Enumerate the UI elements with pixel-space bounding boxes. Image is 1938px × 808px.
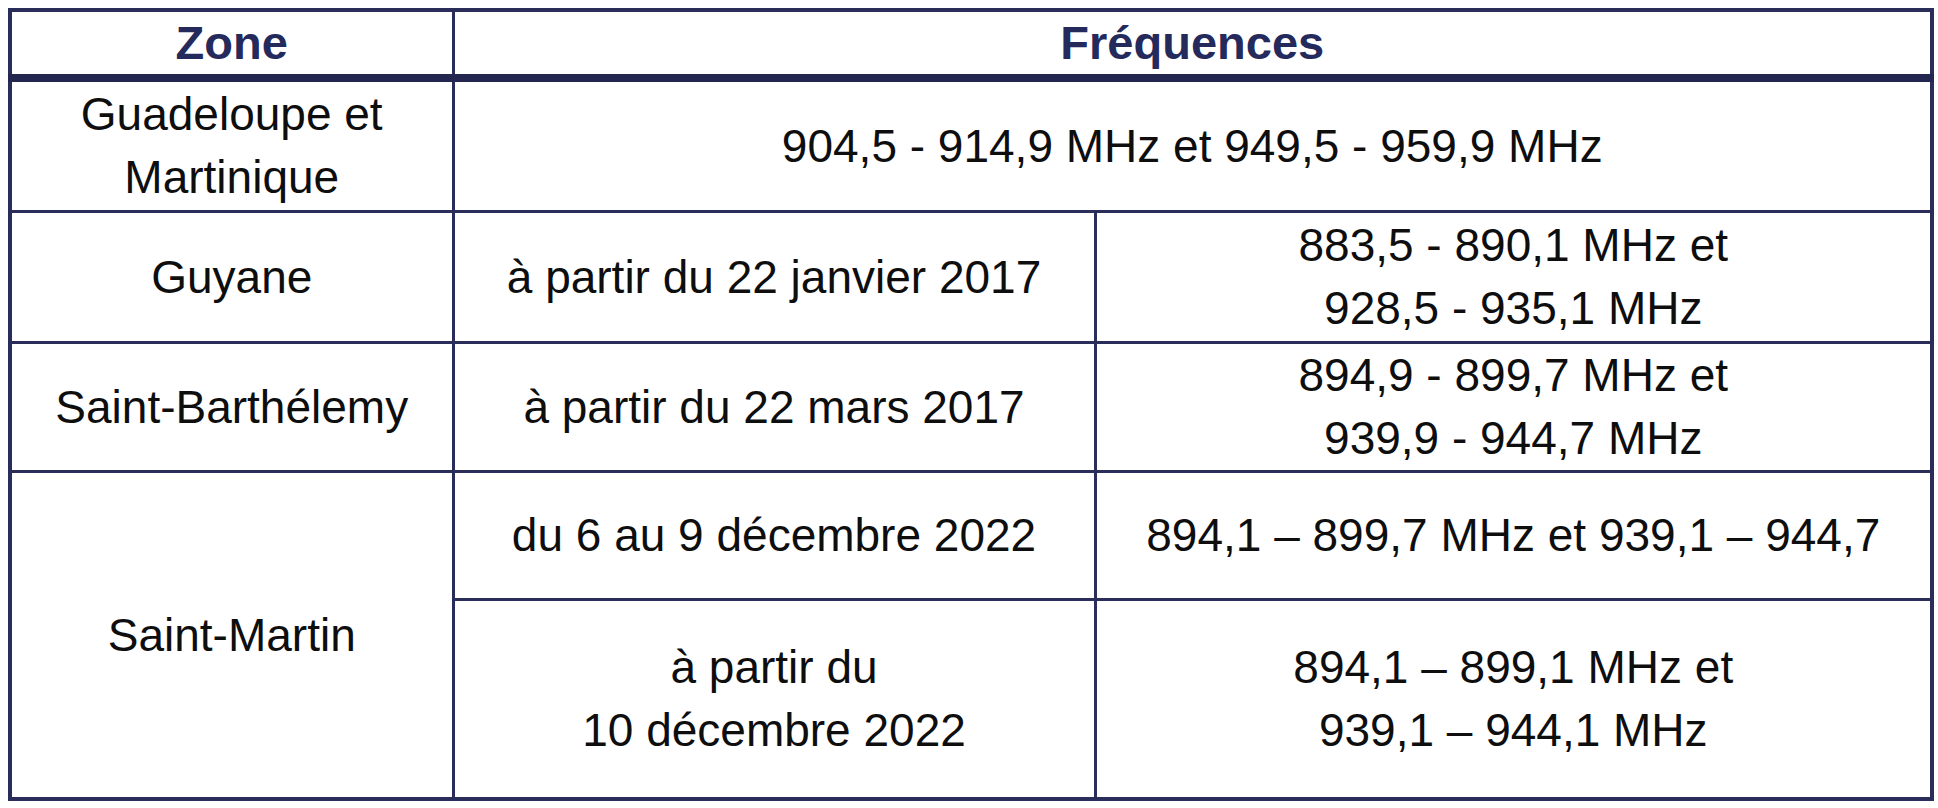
table-row-saint-martin-period-1: Saint-Martin du 6 au 9 décembre 2022 894… bbox=[10, 472, 1932, 600]
zone-cell-saint-martin: Saint-Martin bbox=[10, 472, 453, 800]
zone-cell-saint-barthelemy: Saint-Barthélemy bbox=[10, 343, 453, 472]
period-cell-guyane: à partir du 22 janvier 2017 bbox=[453, 212, 1095, 343]
table-row-saint-barthelemy: Saint-Barthélemy à partir du 22 mars 201… bbox=[10, 343, 1932, 472]
table-row-guadeloupe-martinique: Guadeloupe et Martinique 904,5 - 914,9 M… bbox=[10, 78, 1932, 212]
table-header-row: Zone Fréquences bbox=[10, 10, 1932, 78]
frequency-zones-table: Zone Fréquences Guadeloupe et Martinique… bbox=[8, 8, 1934, 801]
document-page: Zone Fréquences Guadeloupe et Martinique… bbox=[0, 0, 1938, 808]
column-header-zone: Zone bbox=[10, 10, 453, 78]
frequency-cell-saint-martin-1: 894,1 – 899,7 MHz et 939,1 – 944,7 bbox=[1095, 472, 1932, 600]
zone-cell-guadeloupe-martinique: Guadeloupe et Martinique bbox=[10, 78, 453, 212]
period-cell-saint-martin-2: à partir du 10 décembre 2022 bbox=[453, 600, 1095, 800]
frequency-cell-guadeloupe-martinique: 904,5 - 914,9 MHz et 949,5 - 959,9 MHz bbox=[453, 78, 1932, 212]
frequency-cell-guyane: 883,5 - 890,1 MHz et 928,5 - 935,1 MHz bbox=[1095, 212, 1932, 343]
zone-cell-guyane: Guyane bbox=[10, 212, 453, 343]
table-row-guyane: Guyane à partir du 22 janvier 2017 883,5… bbox=[10, 212, 1932, 343]
frequency-cell-saint-martin-2: 894,1 – 899,1 MHz et 939,1 – 944,1 MHz bbox=[1095, 600, 1932, 800]
column-header-frequencies: Fréquences bbox=[453, 10, 1932, 78]
period-cell-saint-martin-1: du 6 au 9 décembre 2022 bbox=[453, 472, 1095, 600]
frequency-cell-saint-barthelemy: 894,9 - 899,7 MHz et 939,9 - 944,7 MHz bbox=[1095, 343, 1932, 472]
period-cell-saint-barthelemy: à partir du 22 mars 2017 bbox=[453, 343, 1095, 472]
